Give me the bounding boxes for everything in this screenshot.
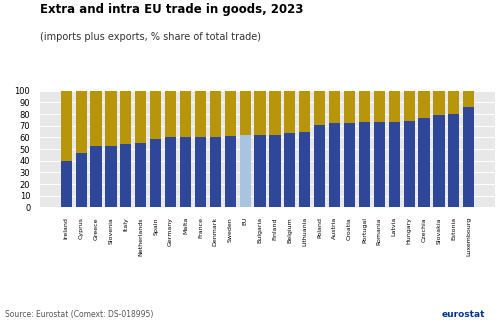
Bar bbox=[270, 135, 280, 207]
Text: (imports plus exports, % share of total trade): (imports plus exports, % share of total … bbox=[40, 32, 261, 42]
Bar bbox=[448, 91, 460, 114]
Text: eurostat: eurostat bbox=[442, 310, 485, 319]
Bar bbox=[240, 135, 250, 207]
Bar bbox=[135, 91, 146, 143]
Bar bbox=[299, 132, 310, 207]
Bar bbox=[60, 91, 72, 161]
Bar bbox=[388, 91, 400, 122]
Bar bbox=[106, 91, 117, 145]
Bar bbox=[299, 91, 310, 132]
Bar bbox=[314, 124, 326, 207]
Bar bbox=[434, 115, 444, 207]
Bar bbox=[463, 107, 474, 207]
Bar bbox=[448, 114, 460, 207]
Bar bbox=[240, 91, 250, 135]
Bar bbox=[120, 145, 132, 207]
Bar bbox=[254, 135, 266, 207]
Bar bbox=[434, 91, 444, 115]
Bar bbox=[314, 91, 326, 124]
Bar bbox=[224, 136, 236, 207]
Bar bbox=[359, 122, 370, 207]
Bar bbox=[418, 91, 430, 118]
Bar bbox=[195, 91, 206, 137]
Bar bbox=[165, 137, 176, 207]
Bar bbox=[463, 91, 474, 107]
Bar bbox=[76, 153, 87, 207]
Bar bbox=[344, 91, 355, 123]
Bar bbox=[90, 91, 102, 145]
Bar bbox=[329, 123, 340, 207]
Bar bbox=[76, 91, 87, 153]
Bar bbox=[418, 118, 430, 207]
Bar bbox=[284, 133, 296, 207]
Bar bbox=[270, 91, 280, 135]
Bar bbox=[284, 91, 296, 133]
Text: Extra and intra EU trade in goods, 2023: Extra and intra EU trade in goods, 2023 bbox=[40, 3, 304, 16]
Bar bbox=[404, 121, 414, 207]
Bar bbox=[180, 137, 191, 207]
Bar bbox=[135, 143, 146, 207]
Bar bbox=[210, 91, 221, 137]
Bar bbox=[165, 91, 176, 137]
Bar bbox=[210, 137, 221, 207]
Bar bbox=[195, 137, 206, 207]
Bar bbox=[404, 91, 414, 121]
Bar bbox=[359, 91, 370, 122]
Bar bbox=[329, 91, 340, 123]
Bar bbox=[374, 122, 385, 207]
Bar bbox=[90, 145, 102, 207]
Bar bbox=[120, 91, 132, 145]
Bar bbox=[224, 91, 236, 136]
Bar bbox=[60, 161, 72, 207]
Bar bbox=[344, 123, 355, 207]
Bar bbox=[374, 91, 385, 122]
Text: Source: Eurostat (Comext: DS-018995): Source: Eurostat (Comext: DS-018995) bbox=[5, 310, 154, 319]
Bar bbox=[388, 122, 400, 207]
Bar bbox=[254, 91, 266, 135]
Bar bbox=[106, 145, 117, 207]
Bar bbox=[180, 91, 191, 137]
Bar bbox=[150, 91, 162, 139]
Bar bbox=[150, 139, 162, 207]
